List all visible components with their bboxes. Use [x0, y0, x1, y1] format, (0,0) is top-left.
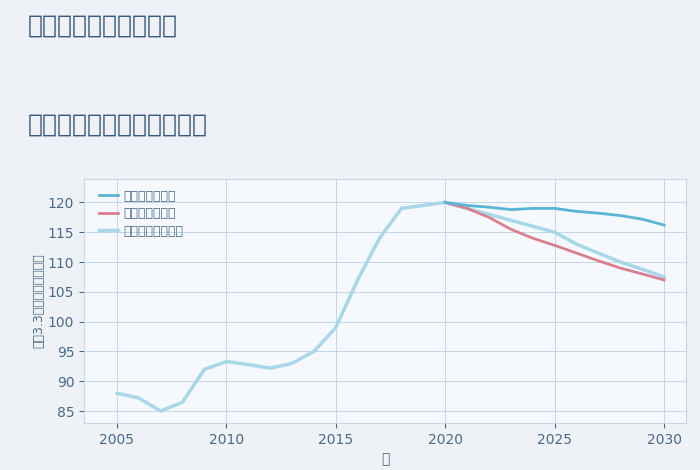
グッドシナリオ — [550, 205, 559, 211]
ノーマルシナリオ — [616, 259, 624, 265]
Line: バッドシナリオ: バッドシナリオ — [445, 203, 664, 280]
グッドシナリオ — [594, 211, 603, 216]
バッドシナリオ — [550, 243, 559, 248]
グッドシナリオ — [507, 207, 515, 212]
バッドシナリオ — [660, 277, 668, 283]
ノーマルシナリオ — [573, 242, 581, 247]
ノーマルシナリオ — [528, 223, 537, 229]
ノーマルシナリオ — [441, 200, 449, 205]
グッドシナリオ — [441, 200, 449, 205]
ノーマルシナリオ — [550, 229, 559, 235]
バッドシナリオ — [507, 227, 515, 232]
バッドシナリオ — [638, 271, 646, 277]
ノーマルシナリオ — [485, 212, 494, 217]
ノーマルシナリオ — [660, 274, 668, 280]
X-axis label: 年: 年 — [381, 452, 389, 466]
ノーマルシナリオ — [507, 218, 515, 223]
バッドシナリオ — [528, 235, 537, 241]
グッドシナリオ — [528, 205, 537, 211]
グッドシナリオ — [660, 222, 668, 228]
Y-axis label: 坪（3.3㎡）単価（万円）: 坪（3.3㎡）単価（万円） — [32, 253, 45, 348]
バッドシナリオ — [485, 214, 494, 220]
Text: 兵庫県姫路市駅前町の: 兵庫県姫路市駅前町の — [28, 14, 178, 38]
グッドシナリオ — [638, 216, 646, 222]
バッドシナリオ — [463, 205, 471, 211]
ノーマルシナリオ — [594, 251, 603, 256]
グッドシナリオ — [573, 209, 581, 214]
ノーマルシナリオ — [463, 205, 471, 211]
グッドシナリオ — [463, 203, 471, 208]
バッドシナリオ — [616, 265, 624, 271]
Text: 中古マンションの価格推移: 中古マンションの価格推移 — [28, 113, 208, 137]
グッドシナリオ — [485, 204, 494, 210]
バッドシナリオ — [441, 200, 449, 205]
Line: ノーマルシナリオ: ノーマルシナリオ — [445, 203, 664, 277]
ノーマルシナリオ — [638, 266, 646, 272]
Legend: グッドシナリオ, バッドシナリオ, ノーマルシナリオ: グッドシナリオ, バッドシナリオ, ノーマルシナリオ — [97, 187, 186, 240]
バッドシナリオ — [594, 258, 603, 264]
グッドシナリオ — [616, 213, 624, 219]
Line: グッドシナリオ: グッドシナリオ — [445, 203, 664, 225]
バッドシナリオ — [573, 251, 581, 256]
